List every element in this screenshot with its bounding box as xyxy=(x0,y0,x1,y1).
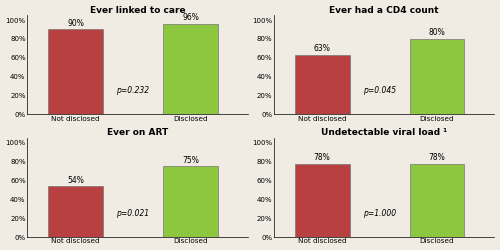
Bar xyxy=(410,39,465,114)
Text: p=0.232: p=0.232 xyxy=(116,86,150,95)
Title: Ever on ART: Ever on ART xyxy=(107,128,168,138)
Text: 90%: 90% xyxy=(67,19,84,28)
Text: 78%: 78% xyxy=(314,153,330,162)
Text: 75%: 75% xyxy=(182,156,199,165)
Text: p=0.045: p=0.045 xyxy=(363,86,396,95)
Bar xyxy=(163,24,218,114)
Bar xyxy=(48,30,103,114)
Title: Ever linked to care: Ever linked to care xyxy=(90,6,186,15)
Bar xyxy=(410,164,465,237)
Bar xyxy=(163,166,218,237)
Bar xyxy=(295,55,350,114)
Bar xyxy=(295,164,350,237)
Text: 78%: 78% xyxy=(428,153,446,162)
Bar xyxy=(48,186,103,237)
Text: 96%: 96% xyxy=(182,14,199,22)
Text: p=1.000: p=1.000 xyxy=(363,209,396,218)
Text: 80%: 80% xyxy=(428,28,446,38)
Title: Ever had a CD4 count: Ever had a CD4 count xyxy=(329,6,439,15)
Text: 63%: 63% xyxy=(314,44,330,54)
Text: p=0.021: p=0.021 xyxy=(116,209,150,218)
Text: 54%: 54% xyxy=(67,176,84,185)
Title: Undetectable viral load ¹: Undetectable viral load ¹ xyxy=(321,128,447,138)
